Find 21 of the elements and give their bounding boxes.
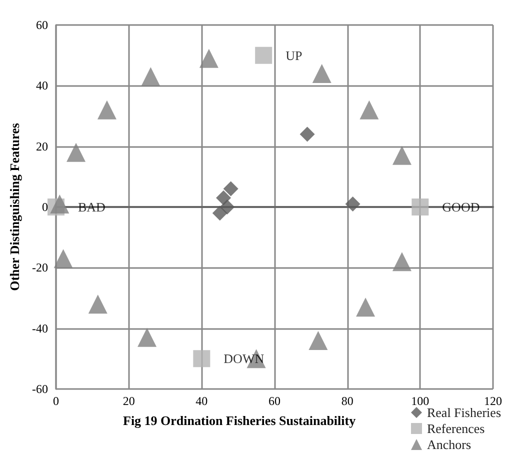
- y-tick-label: 0: [42, 200, 48, 214]
- x-tick-label: 80: [341, 394, 354, 408]
- x-tick-label: 40: [196, 394, 208, 408]
- x-tick-label: 0: [53, 394, 59, 408]
- y-tick-label: -60: [32, 382, 48, 396]
- x-tick-label: 100: [411, 394, 430, 408]
- y-tick-label: 40: [36, 78, 48, 93]
- x-tick-label: 20: [122, 394, 135, 408]
- annotation: DOWN: [224, 351, 265, 366]
- annotation: UP: [286, 48, 302, 63]
- legend-label: Real Fisheries: [426, 405, 501, 420]
- y-axis-title: Other Distinguishing Features: [7, 123, 22, 291]
- y-tick-label: 60: [36, 18, 48, 32]
- y-tick-label: 20: [36, 139, 48, 154]
- y-tick-label: -20: [32, 260, 48, 275]
- x-tick-label: 60: [268, 394, 280, 408]
- legend-label: Anchors: [426, 437, 472, 452]
- legend-label: References: [426, 421, 485, 436]
- x-tick-label: 120: [484, 394, 502, 408]
- y-tick-label: -40: [32, 321, 48, 336]
- text: Fig 19 Ordination Fisheries Sustainability: [123, 413, 356, 428]
